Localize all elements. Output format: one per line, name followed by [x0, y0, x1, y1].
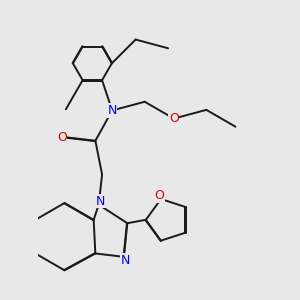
Text: O: O — [57, 131, 67, 144]
Text: O: O — [154, 189, 164, 202]
Text: N: N — [107, 104, 117, 117]
Text: N: N — [96, 195, 105, 208]
Text: O: O — [169, 112, 179, 125]
Text: N: N — [121, 254, 130, 267]
